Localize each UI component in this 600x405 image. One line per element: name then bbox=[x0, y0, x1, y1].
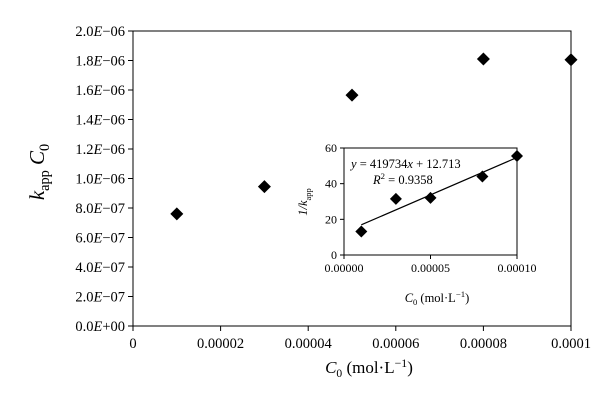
inset-x-tick-label: 0.00005 bbox=[411, 261, 450, 275]
main-y-tick-labels: 0.0E+00 2.0E−07 4.0E−07 6.0E−07 8.0E−07 1.0E−… bbox=[75, 24, 125, 335]
inset-data-point bbox=[389, 192, 402, 205]
main-x-tick-label: 0.00006 bbox=[372, 336, 419, 352]
inset-data-point bbox=[424, 191, 437, 204]
main-y-tick-label: 1.0E−06 bbox=[75, 172, 125, 188]
main-x-tick-label: 0.0001 bbox=[551, 336, 591, 352]
inset-y-axis-label: 1/kapp bbox=[296, 188, 313, 216]
main-x-axis-label: C0 (mol·L−1) bbox=[325, 356, 413, 380]
main-y-tick-label: 1.2E−06 bbox=[75, 142, 125, 158]
inset-data-point bbox=[511, 150, 523, 163]
inset-x-tick-label: 0.00000 bbox=[325, 261, 364, 275]
main-y-tick-label: 1.4E−06 bbox=[75, 113, 125, 129]
inset-y-tick-label: 20 bbox=[325, 212, 337, 226]
main-y-tick-label: 2.0E−07 bbox=[75, 290, 125, 306]
main-y-tick-label: 2.0E−06 bbox=[75, 24, 125, 40]
inset-trendline-line bbox=[361, 156, 518, 226]
main-y-tick-label: 8.0E−07 bbox=[75, 201, 125, 217]
main-data-point bbox=[257, 180, 271, 194]
main-data-point bbox=[345, 88, 359, 102]
main-x-tick-labels: 0 0.00002 0.00004 0.00006 0.00008 0.0001 bbox=[129, 336, 591, 352]
inset-x-tick-labels: 0.00000 0.00005 0.00010 bbox=[325, 261, 537, 275]
main-y-tick-label: 1.8E−06 bbox=[75, 54, 125, 70]
inset-x-tick-label: 0.00010 bbox=[498, 261, 537, 275]
inset-y-tick-label: 40 bbox=[325, 177, 337, 191]
inset-data-point bbox=[355, 225, 368, 238]
trendline-r-squared: R2 = 0.9358 bbox=[372, 171, 433, 187]
main-data-point bbox=[476, 52, 490, 66]
inset-y-tick-label: 60 bbox=[325, 141, 337, 155]
inset-trendline bbox=[361, 156, 518, 226]
main-x-tick-label: 0.00004 bbox=[285, 336, 333, 352]
main-x-tick-label: 0.00008 bbox=[460, 336, 507, 352]
main-x-tick-label: 0 bbox=[129, 336, 136, 352]
inset-data-point bbox=[476, 170, 489, 183]
inset-y-tick-label: 0 bbox=[331, 248, 337, 262]
main-y-tick-label: 1.6E−06 bbox=[75, 83, 125, 99]
main-data-points bbox=[170, 52, 578, 221]
main-data-point bbox=[564, 53, 578, 67]
inset-y-tick-labels: 0 20 40 60 bbox=[325, 141, 337, 262]
main-x-tick-label: 0.00002 bbox=[197, 336, 244, 352]
inset-plot: 0 20 40 60 0.00000 0.00005 0.00010 1/kapp C0 … bbox=[296, 141, 537, 307]
trendline-equation: y = 419734x + 12.713 bbox=[349, 157, 461, 171]
main-y-tick-label: 4.0E−07 bbox=[75, 260, 125, 276]
main-y-tick-label: 6.0E−07 bbox=[75, 231, 125, 247]
main-data-point bbox=[170, 207, 184, 221]
main-plot: 0.0E+00 2.0E−07 4.0E−07 6.0E−07 8.0E−07 1.0E−… bbox=[25, 24, 591, 380]
inset-x-axis-label: C0 (mol·L−1) bbox=[405, 289, 470, 307]
inset-data-points bbox=[355, 150, 523, 238]
main-y-tick-label: 0.0E+00 bbox=[75, 319, 125, 335]
main-axes bbox=[128, 30, 572, 331]
main-y-axis-label: kapp C0 bbox=[25, 144, 53, 200]
